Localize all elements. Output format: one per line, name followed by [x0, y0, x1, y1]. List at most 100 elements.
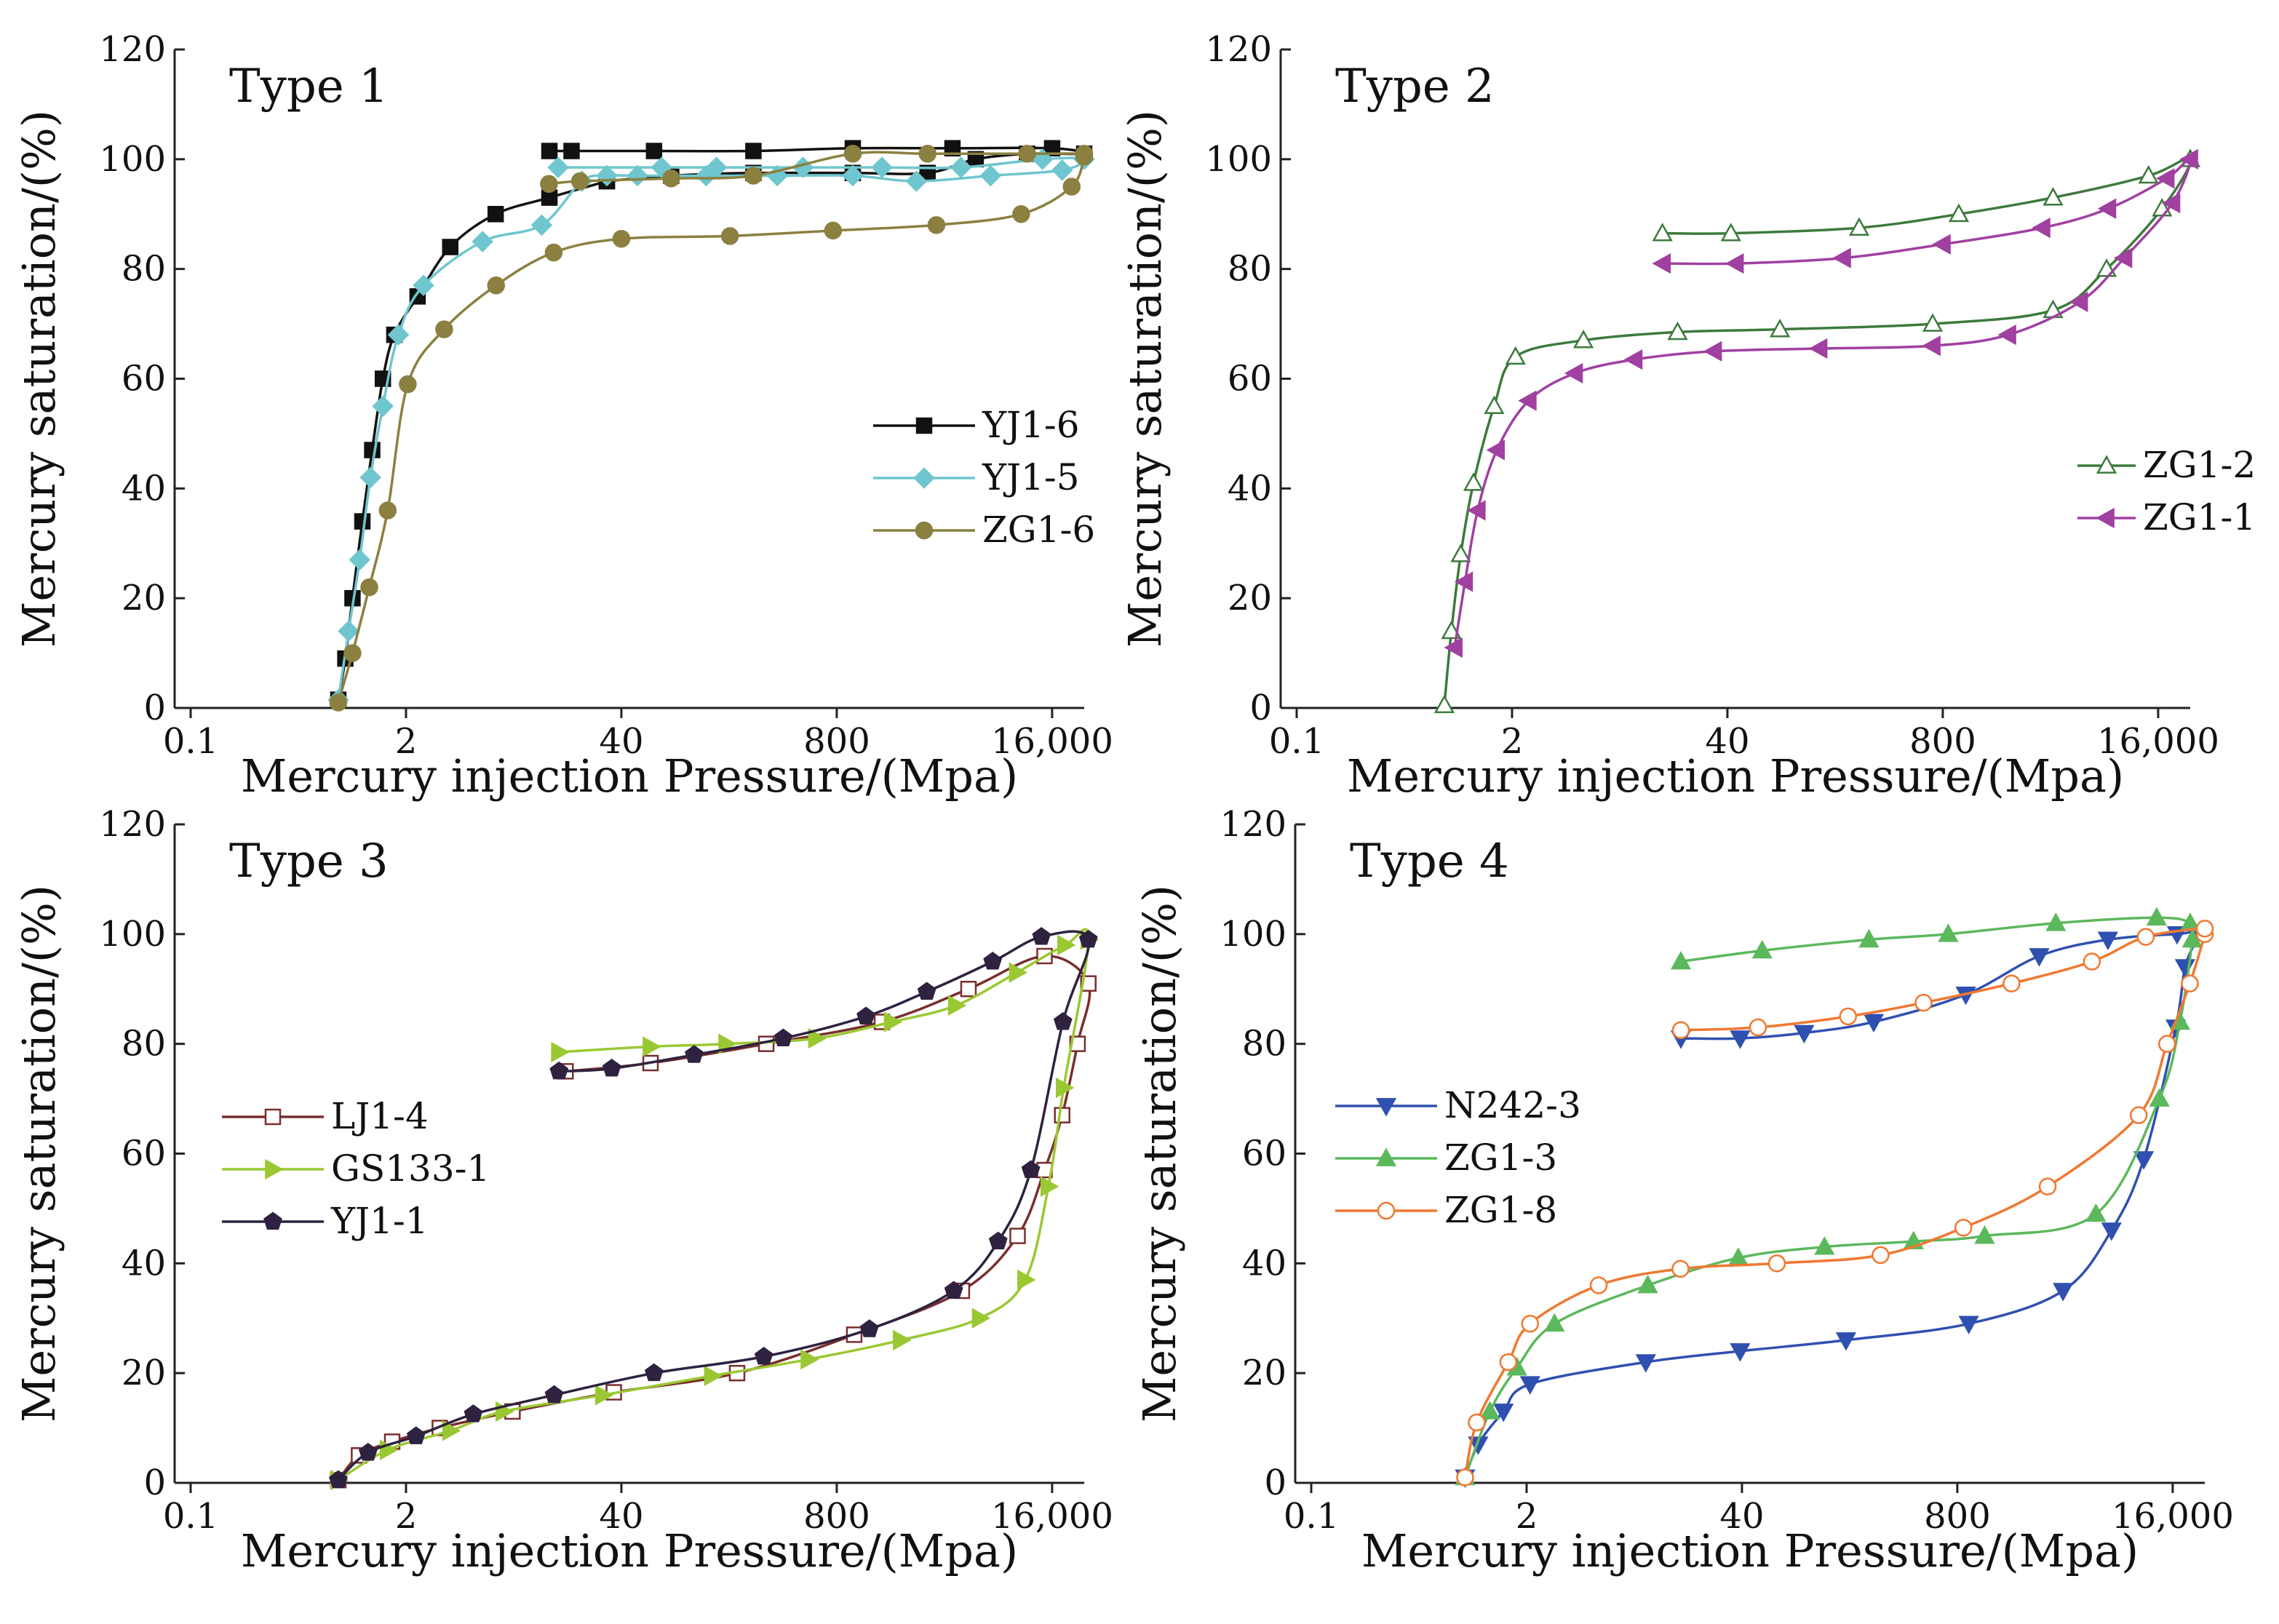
legend-label: GS133-1 [331, 1147, 490, 1190]
data-point [1468, 1413, 1486, 1432]
data-point [2038, 1177, 2057, 1195]
x-tick-label: 2 [395, 1496, 418, 1537]
legend-label: ZG1-8 [1444, 1189, 1557, 1231]
legend-label: ZG1-2 [2143, 444, 2256, 486]
data-point [2043, 187, 2064, 206]
data-point [754, 1346, 773, 1365]
data-point [2053, 1283, 2074, 1302]
data-point [563, 143, 580, 159]
series-zg1-2 [1433, 148, 2201, 714]
series-yj1-6 [330, 140, 1093, 708]
legend-item: N242-3 [1335, 1084, 1581, 1126]
data-point [1444, 637, 1463, 658]
data-point [551, 1041, 570, 1063]
y-tick-label: 0 [1264, 1462, 1286, 1503]
data-point [979, 164, 1002, 187]
y-tick-label: 0 [1249, 688, 1272, 728]
legend-item: YJ1-1 [222, 1200, 429, 1242]
data-point [338, 620, 359, 642]
data-point [547, 156, 569, 178]
data-point [893, 1329, 912, 1351]
data-point [1009, 962, 1028, 983]
data-point [1479, 1401, 1500, 1420]
legend-item: ZG1-6 [873, 509, 1095, 551]
data-point [406, 1426, 426, 1444]
data-point [1433, 694, 1455, 714]
data-point [1519, 1376, 1540, 1395]
data-point [1040, 1176, 1059, 1197]
series-line [337, 930, 1091, 1481]
series-line [1443, 156, 2192, 706]
y-tick-label: 60 [122, 1134, 166, 1174]
data-point [1769, 319, 1791, 338]
legend-item: GS133-1 [222, 1147, 490, 1190]
data-point [1053, 1011, 1073, 1030]
data-point [988, 1231, 1008, 1250]
data-point [720, 227, 739, 245]
legend-marker [1375, 1098, 1397, 1117]
series-line [337, 955, 1091, 1481]
data-point [358, 1442, 378, 1461]
data-point [1012, 205, 1030, 223]
series-line [1463, 926, 2211, 1478]
y-tick-label: 60 [1242, 1134, 1286, 1174]
y-axis-title: Mercury saturation/(%) [12, 110, 65, 648]
chart-title: Type 1 [229, 60, 389, 114]
y-tick-label: 100 [99, 139, 166, 180]
data-point [1948, 203, 1970, 223]
legend-item: ZG1-3 [1335, 1137, 1557, 1179]
data-point [2083, 952, 2101, 971]
data-point [883, 1011, 903, 1032]
legend-label: ZG1-1 [2143, 496, 2256, 538]
data-point [387, 324, 410, 346]
data-point [2181, 974, 2199, 992]
data-point [372, 395, 394, 417]
data-point [944, 1281, 963, 1299]
y-tick-label: 40 [122, 468, 166, 509]
data-point [612, 229, 631, 248]
legend-marker [263, 1211, 282, 1230]
data-point [643, 1036, 661, 1057]
data-point [1954, 1219, 1973, 1237]
y-tick-label: 60 [122, 359, 166, 399]
data-point [1051, 159, 1073, 181]
data-point [1767, 1254, 1786, 1273]
data-point [1043, 140, 1061, 156]
data-point [364, 442, 381, 458]
legend-marker [2096, 507, 2115, 529]
x-tick-label: 0.1 [163, 1496, 218, 1537]
y-tick-label: 80 [122, 1024, 166, 1064]
data-point [1997, 325, 2016, 346]
series-lj1-4 [330, 947, 1097, 1489]
data-point [2097, 198, 2117, 219]
data-point [808, 1028, 827, 1049]
y-tick-label: 100 [1205, 139, 1272, 180]
data-point [487, 206, 504, 223]
y-tick-label: 120 [99, 804, 166, 845]
y-axis-title: Mercury saturation/(%) [1118, 110, 1172, 648]
x-tick-label: 2 [1501, 721, 1524, 762]
data-point [602, 1059, 621, 1077]
data-point [950, 156, 972, 178]
data-point [360, 578, 378, 597]
data-point [1671, 1021, 1690, 1040]
y-tick-label: 100 [99, 914, 166, 955]
series-n242-3 [1455, 926, 2208, 1489]
legend-marker [1377, 1201, 1396, 1220]
data-point [1922, 335, 1941, 357]
legend-label: LJ1-4 [331, 1095, 429, 1137]
series-yj1-5 [327, 148, 1095, 711]
data-point [1703, 341, 1722, 362]
series-zg1-6 [329, 145, 1094, 712]
data-point [1932, 234, 1951, 255]
data-point [645, 143, 663, 159]
x-tick-label: 16,000 [2097, 721, 2219, 762]
y-tick-label: 120 [99, 29, 166, 70]
data-point [1054, 1107, 1070, 1123]
legend-marker [915, 417, 933, 434]
y-tick-label: 40 [1228, 468, 1272, 509]
data-point [644, 1363, 664, 1382]
data-point [1075, 145, 1094, 163]
data-point [745, 143, 762, 159]
legend-label: YJ1-5 [982, 456, 1080, 498]
